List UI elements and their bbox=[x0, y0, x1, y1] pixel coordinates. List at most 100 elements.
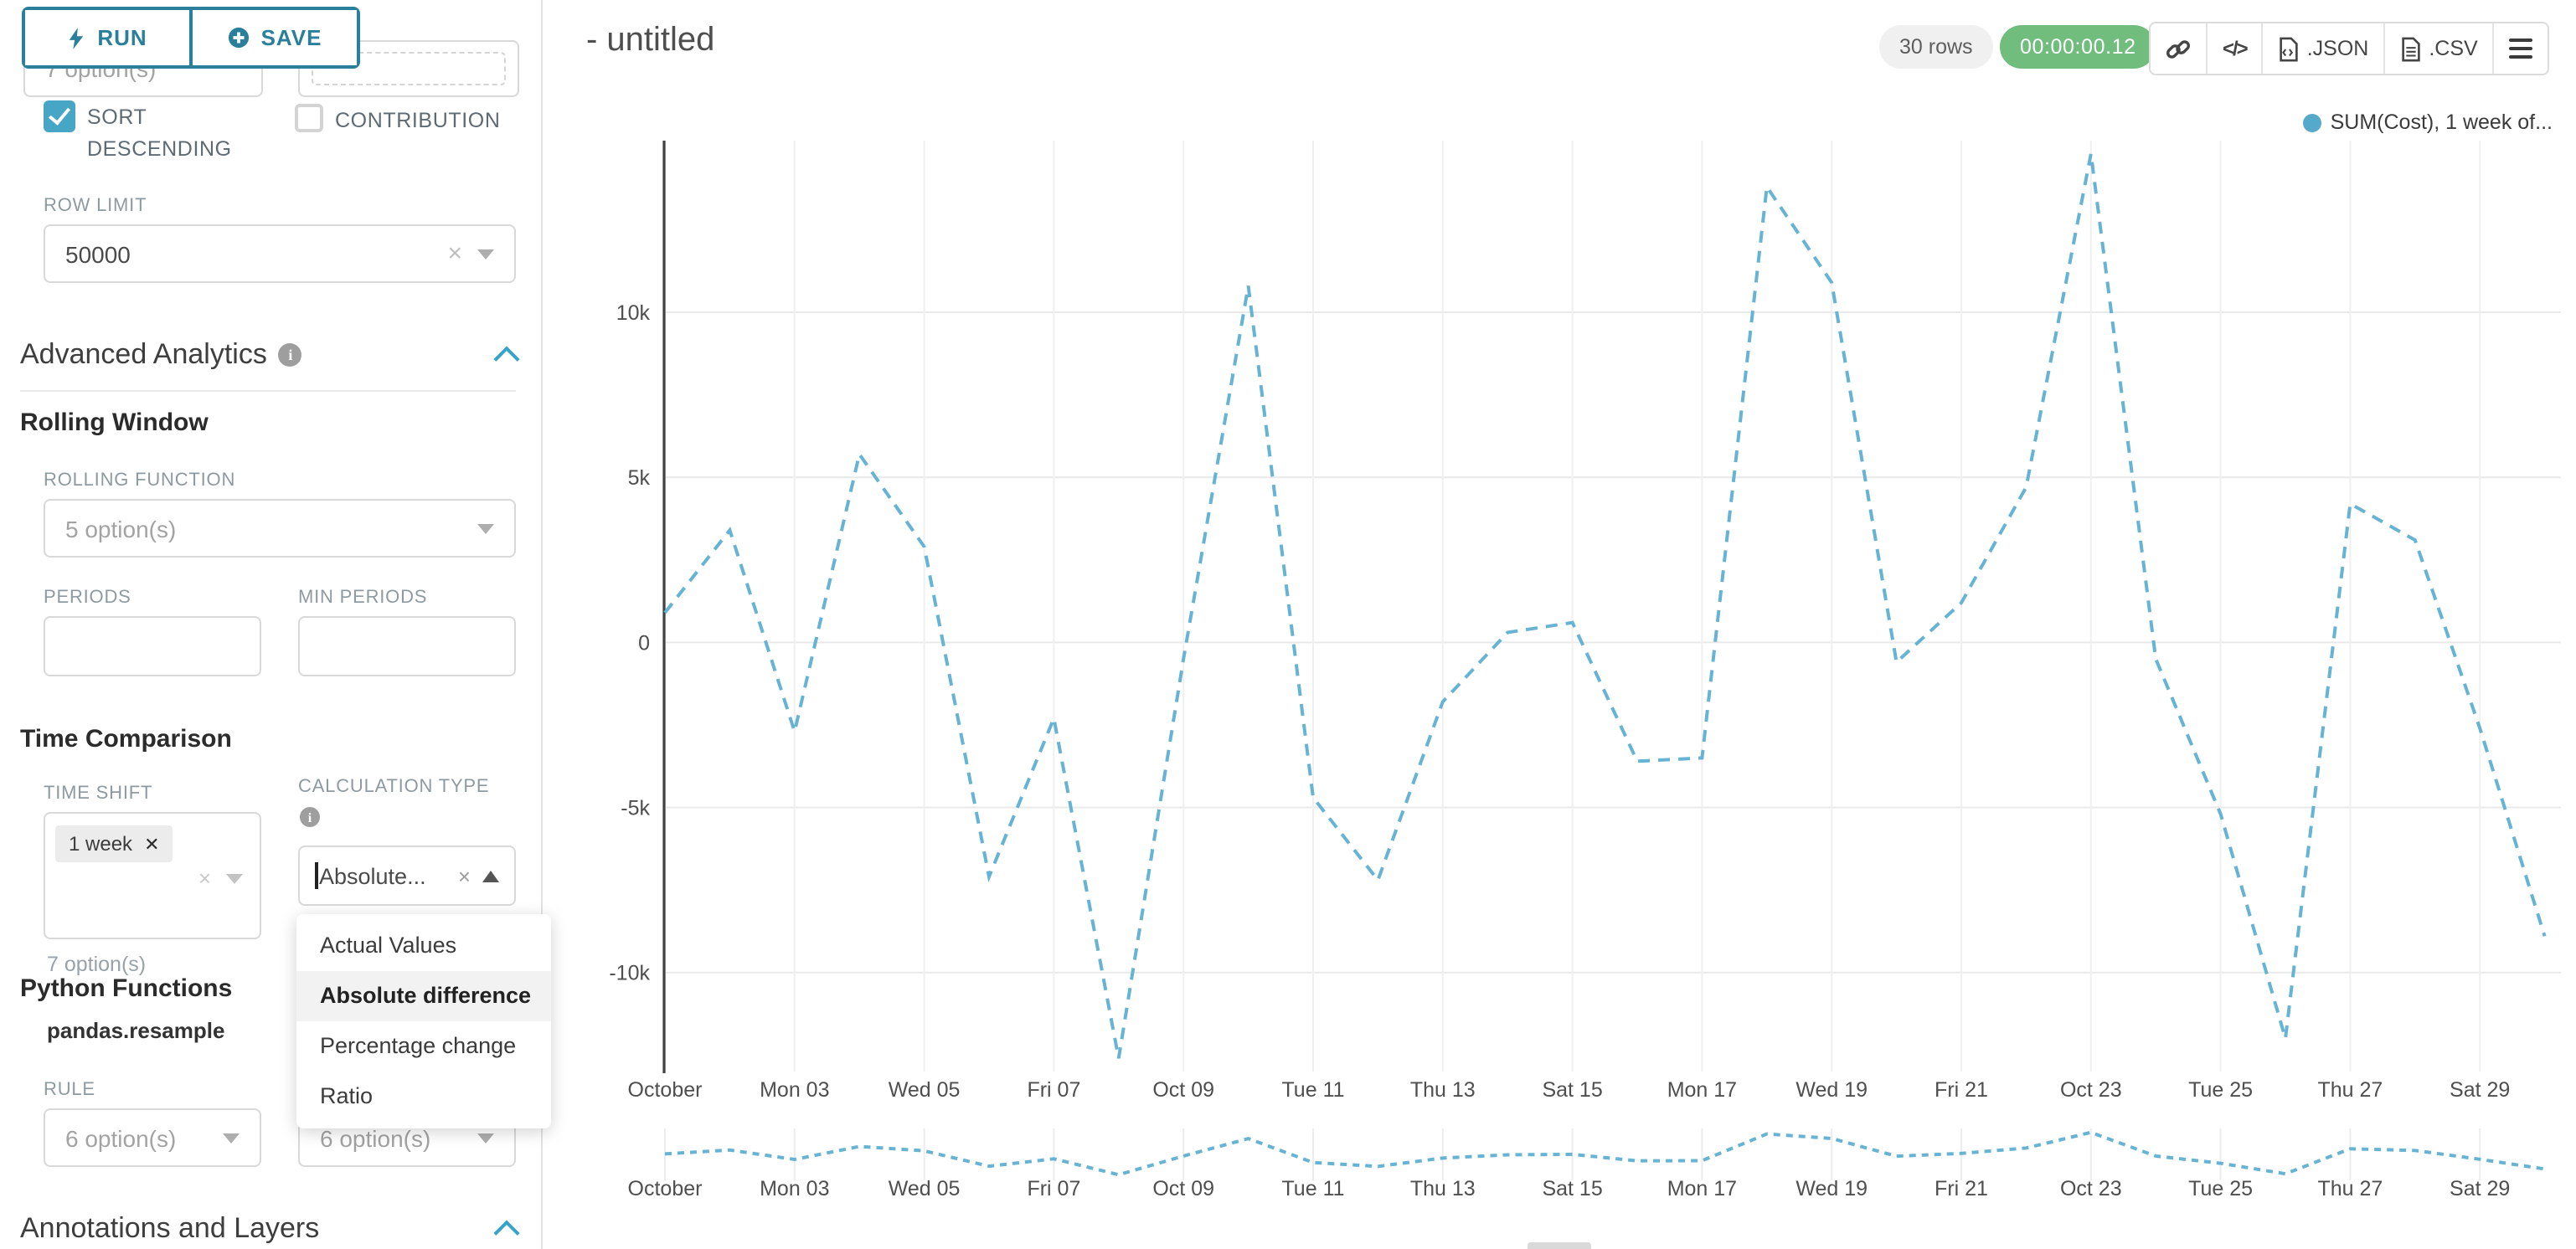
chevron-down-icon[interactable] bbox=[477, 1133, 494, 1143]
rolling-function-select[interactable]: 5 option(s) bbox=[44, 499, 516, 558]
clear-icon[interactable]: × bbox=[457, 863, 471, 888]
json-file-icon bbox=[2280, 36, 2299, 61]
periods-input[interactable] bbox=[44, 616, 261, 676]
svg-text:Oct 09: Oct 09 bbox=[1152, 1177, 1214, 1200]
time-shift-label: TIME SHIFT bbox=[44, 784, 153, 804]
chevron-down-icon[interactable] bbox=[223, 1133, 240, 1143]
dropdown-option-ratio[interactable]: Ratio bbox=[320, 1083, 374, 1108]
svg-text:Fri 21: Fri 21 bbox=[1935, 1177, 1988, 1200]
svg-text:Wed 19: Wed 19 bbox=[1795, 1177, 1868, 1200]
legend-dot-icon bbox=[2303, 113, 2322, 131]
svg-text:Tue 11: Tue 11 bbox=[1281, 1078, 1344, 1102]
svg-text:-5k: -5k bbox=[621, 797, 650, 820]
svg-text:Sat 29: Sat 29 bbox=[2450, 1177, 2510, 1200]
svg-text:Oct 23: Oct 23 bbox=[2060, 1177, 2122, 1200]
python-function-name: pandas.resample bbox=[47, 1018, 225, 1043]
svg-text:October: October bbox=[628, 1078, 703, 1102]
chevron-up-icon[interactable] bbox=[493, 1220, 520, 1246]
chevron-down-icon[interactable] bbox=[477, 523, 494, 533]
chart-panel: - untitled 30 rows 00:00:00.12 </> bbox=[543, 0, 2576, 1249]
calculation-type-select[interactable]: Absolute... × bbox=[298, 846, 516, 906]
section-divider bbox=[20, 390, 516, 392]
svg-text:Thu 27: Thu 27 bbox=[2317, 1078, 2383, 1102]
svg-text:Tue 25: Tue 25 bbox=[2188, 1177, 2253, 1200]
panel-resize-handle[interactable] bbox=[1528, 1242, 1591, 1249]
legend-item[interactable]: SUM(Cost), 1 week of... bbox=[2303, 111, 2553, 134]
svg-text:Mon 03: Mon 03 bbox=[760, 1078, 829, 1102]
svg-text:10k: 10k bbox=[616, 301, 651, 325]
calculation-type-value: Absolute... bbox=[319, 863, 426, 888]
calculation-type-label: CALCULATION TYPE bbox=[298, 777, 490, 797]
python-functions-title: Python Functions bbox=[20, 974, 233, 1003]
time-shift-select[interactable]: 1 week ✕ × bbox=[44, 812, 261, 939]
more-options-button[interactable] bbox=[2494, 23, 2548, 74]
contribution-label: CONTRIBUTION bbox=[335, 109, 501, 132]
hamburger-icon bbox=[2509, 38, 2533, 59]
svg-text:Fri 21: Fri 21 bbox=[1935, 1078, 1988, 1102]
chevron-up-icon[interactable] bbox=[493, 346, 520, 373]
svg-text:Sat 15: Sat 15 bbox=[1542, 1177, 1602, 1200]
chevron-up-icon[interactable] bbox=[482, 870, 499, 881]
svg-text:Mon 03: Mon 03 bbox=[760, 1177, 829, 1200]
run-button-label: RUN bbox=[97, 25, 147, 50]
time-comparison-title: Time Comparison bbox=[20, 725, 232, 753]
plus-circle-icon bbox=[228, 27, 249, 49]
dropdown-option-actual-values[interactable]: Actual Values bbox=[320, 933, 457, 958]
legend-label: SUM(Cost), 1 week of... bbox=[2330, 111, 2553, 134]
run-save-toolbar: RUN SAVE bbox=[22, 7, 360, 69]
svg-text:Fri 07: Fri 07 bbox=[1027, 1078, 1080, 1102]
text-cursor bbox=[315, 862, 317, 889]
svg-text:Tue 25: Tue 25 bbox=[2188, 1078, 2253, 1102]
dropdown-option-percentage-change[interactable]: Percentage change bbox=[320, 1033, 517, 1058]
row-limit-value: 50000 bbox=[65, 240, 131, 267]
calculation-type-dropdown: Actual Values Absolute difference Percen… bbox=[296, 914, 551, 1128]
svg-text:Oct 23: Oct 23 bbox=[2060, 1078, 2122, 1102]
time-shift-hint: 7 option(s) bbox=[47, 953, 147, 976]
dropdown-option-absolute-difference[interactable]: Absolute difference bbox=[296, 971, 551, 1021]
svg-text:Thu 13: Thu 13 bbox=[1410, 1177, 1476, 1200]
remove-tag-icon[interactable]: ✕ bbox=[144, 835, 160, 856]
contribution-checkbox[interactable] bbox=[295, 104, 323, 132]
code-icon: </> bbox=[2223, 37, 2249, 60]
export-json-button[interactable]: .JSON bbox=[2263, 23, 2386, 74]
save-button[interactable]: SAVE bbox=[189, 10, 357, 65]
rule-value: 6 option(s) bbox=[65, 1124, 177, 1151]
run-button[interactable]: RUN bbox=[25, 10, 189, 65]
row-limit-select[interactable]: 50000 × bbox=[44, 224, 516, 283]
rule-label: RULE bbox=[44, 1080, 95, 1100]
export-csv-button[interactable]: .CSV bbox=[2385, 23, 2495, 74]
chevron-down-icon[interactable] bbox=[226, 873, 243, 883]
time-shift-tag[interactable]: 1 week ✕ bbox=[55, 825, 173, 862]
metric-drop-area[interactable] bbox=[298, 40, 519, 97]
svg-text:October: October bbox=[628, 1177, 703, 1200]
metric-drop-dashed-box bbox=[312, 52, 506, 85]
share-link-button[interactable] bbox=[2151, 23, 2208, 74]
export-csv-label: .CSV bbox=[2429, 37, 2478, 60]
view-query-button[interactable]: </> bbox=[2208, 23, 2264, 74]
svg-text:Wed 19: Wed 19 bbox=[1795, 1078, 1868, 1102]
svg-text:-10k: -10k bbox=[609, 962, 650, 985]
link-icon bbox=[2166, 39, 2190, 58]
svg-text:5k: 5k bbox=[628, 466, 651, 490]
sort-descending-label: SORT DESCENDING bbox=[87, 105, 232, 161]
sort-descending-checkbox[interactable] bbox=[44, 100, 75, 132]
rule-select[interactable]: 6 option(s) bbox=[44, 1108, 261, 1167]
timeseries-chart[interactable]: 10k 5k 0 -5k -10k October October Mon 03 Mon 03 W… bbox=[543, 0, 2576, 1249]
save-button-label: SAVE bbox=[260, 25, 322, 50]
rolling-function-label: ROLLING FUNCTION bbox=[44, 470, 236, 491]
svg-text:Sat 29: Sat 29 bbox=[2450, 1078, 2510, 1102]
min-periods-input[interactable] bbox=[298, 616, 516, 676]
clear-icon[interactable]: × bbox=[198, 866, 211, 891]
method-value: 6 option(s) bbox=[320, 1124, 431, 1151]
control-panel: 7 option(s) RUN SAVE SORT DESCENDI bbox=[0, 0, 551, 1249]
info-icon: i bbox=[300, 807, 320, 827]
annotations-header[interactable]: Annotations and Layers bbox=[20, 1212, 520, 1246]
svg-text:Mon 17: Mon 17 bbox=[1667, 1078, 1737, 1102]
clear-icon[interactable]: × bbox=[447, 239, 462, 268]
rolling-function-value: 5 option(s) bbox=[65, 515, 177, 542]
svg-text:Wed 05: Wed 05 bbox=[889, 1177, 961, 1200]
chevron-down-icon[interactable] bbox=[477, 249, 494, 259]
info-icon: i bbox=[278, 343, 302, 367]
advanced-analytics-header[interactable]: Advanced Analytics i bbox=[20, 338, 520, 373]
